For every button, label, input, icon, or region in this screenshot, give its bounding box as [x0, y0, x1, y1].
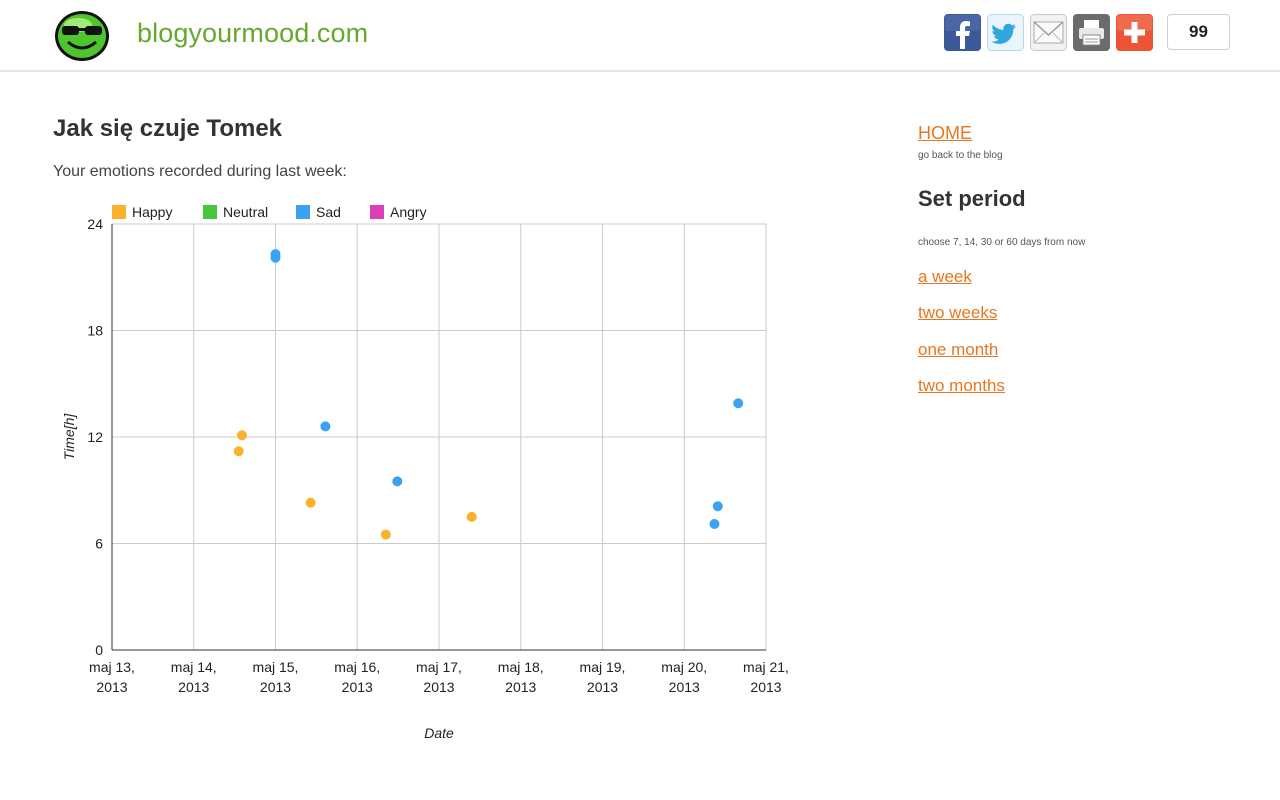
- data-point-sad: [709, 518, 720, 529]
- period-link-two-months[interactable]: two months: [918, 376, 1005, 395]
- data-point-happy: [380, 529, 391, 540]
- home-link-caption: go back to the blog: [918, 150, 1003, 161]
- data-point-happy: [236, 430, 247, 441]
- data-point-sad: [270, 249, 281, 260]
- x-tick-label-year: 2013: [587, 679, 618, 695]
- x-tick-label-year: 2013: [178, 679, 209, 695]
- site-header: blogyourmood.com: [0, 0, 1280, 72]
- x-tick-label: maj 16,: [334, 659, 380, 675]
- y-tick-label: 18: [87, 323, 103, 339]
- email-share-button[interactable]: [1030, 14, 1067, 51]
- x-tick-label-year: 2013: [669, 679, 700, 695]
- set-period-heading: Set period: [918, 186, 1026, 211]
- legend-swatch-neutral: [203, 205, 217, 219]
- twitter-icon: [987, 14, 1024, 51]
- x-tick-label: maj 13,: [89, 659, 135, 675]
- addthis-share-button[interactable]: [1116, 14, 1153, 51]
- legend-label-happy: Happy: [132, 204, 172, 220]
- y-tick-label: 0: [95, 642, 103, 658]
- data-point-sad: [320, 421, 331, 432]
- data-point-happy: [305, 497, 316, 508]
- x-tick-label: maj 21,: [743, 659, 789, 675]
- share-count[interactable]: 99: [1167, 14, 1230, 50]
- page-subtitle: Your emotions recorded during last week:: [53, 163, 347, 180]
- period-link-month[interactable]: one month: [918, 340, 999, 359]
- email-icon: [1030, 14, 1067, 51]
- data-point-happy: [466, 511, 477, 522]
- legend-label-sad: Sad: [316, 204, 341, 220]
- period-link-two-weeks[interactable]: two weeks: [918, 303, 998, 322]
- print-share-button[interactable]: [1073, 14, 1110, 51]
- set-period-caption: choose 7, 14, 30 or 60 days from now: [918, 237, 1086, 248]
- x-tick-label: maj 18,: [498, 659, 544, 675]
- page-title: Jak się czuje Tomek: [53, 115, 283, 142]
- home-link[interactable]: HOME: [918, 123, 972, 143]
- x-tick-label-year: 2013: [423, 679, 454, 695]
- x-axis-title: Date: [424, 725, 454, 741]
- x-tick-label: maj 14,: [171, 659, 217, 675]
- x-tick-label-year: 2013: [260, 679, 291, 695]
- site-title-link[interactable]: blogyourmood.com: [137, 18, 369, 48]
- x-tick-label-year: 2013: [96, 679, 127, 695]
- x-tick-label: maj 20,: [661, 659, 707, 675]
- data-point-sad: [392, 476, 403, 487]
- x-tick-label-year: 2013: [505, 679, 536, 695]
- legend-swatch-angry: [370, 205, 384, 219]
- x-tick-label: maj 17,: [416, 659, 462, 675]
- y-axis-title: Time[h]: [61, 413, 77, 461]
- legend-swatch-happy: [112, 205, 126, 219]
- smiley-logo-icon[interactable]: [53, 9, 111, 63]
- period-link-week[interactable]: a week: [918, 267, 972, 286]
- data-point-sad: [733, 398, 744, 409]
- print-icon: [1073, 14, 1110, 51]
- x-tick-label-year: 2013: [750, 679, 781, 695]
- facebook-share-button[interactable]: [944, 14, 981, 51]
- data-point-happy: [233, 446, 244, 457]
- x-tick-label-year: 2013: [342, 679, 373, 695]
- emotions-scatter-chart: maj 13, 2013 maj 14, 2013 maj 15, 2013 maj 16,…: [61, 204, 789, 741]
- legend-swatch-sad: [296, 205, 310, 219]
- data-point-sad: [712, 501, 723, 512]
- y-tick-label: 12: [87, 429, 103, 445]
- y-tick-label: 24: [87, 216, 103, 232]
- legend-label-neutral: Neutral: [223, 204, 268, 220]
- twitter-share-button[interactable]: [987, 14, 1024, 51]
- x-tick-label: maj 19,: [580, 659, 626, 675]
- legend-label-angry: Angry: [390, 204, 427, 220]
- x-tick-label: maj 15,: [253, 659, 299, 675]
- facebook-icon: [944, 14, 981, 51]
- y-tick-label: 6: [95, 536, 103, 552]
- plus-icon: [1116, 14, 1153, 51]
